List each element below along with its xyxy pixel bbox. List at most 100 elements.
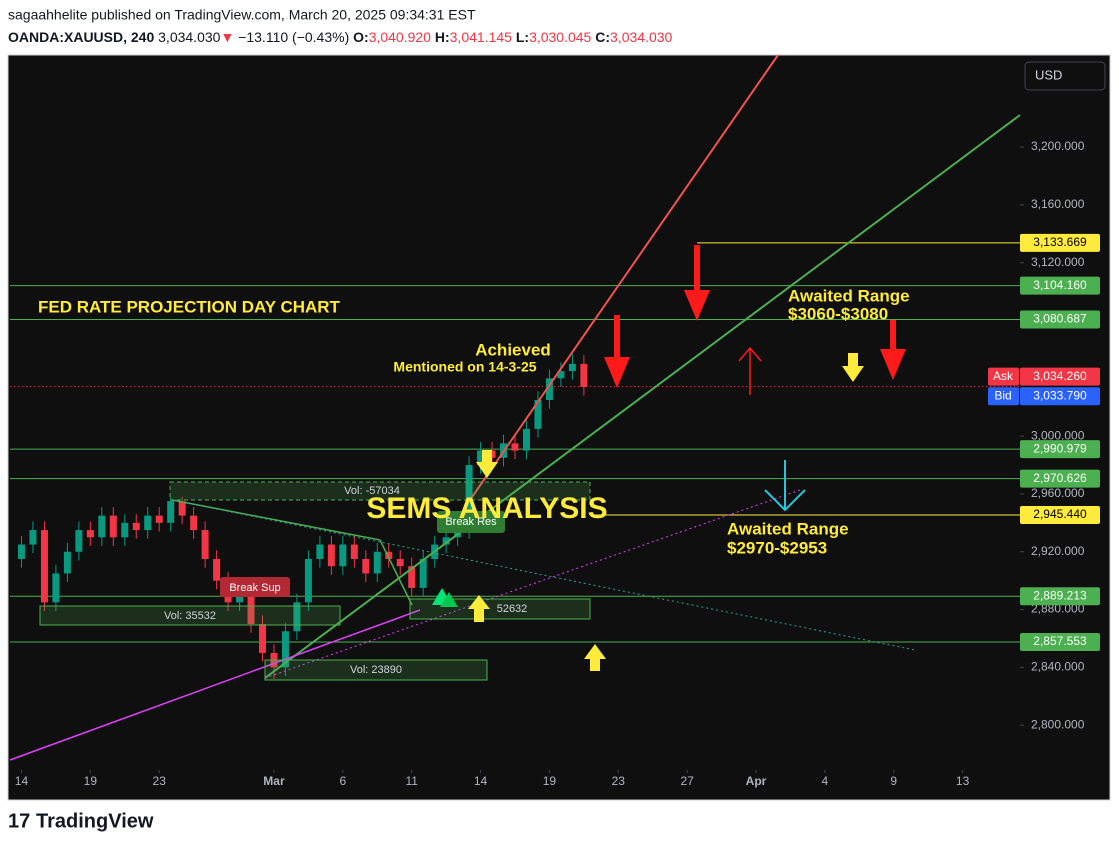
candle-body — [396, 558, 404, 567]
chart-frame — [7, 54, 1111, 801]
vol-label: 52632 — [497, 603, 528, 615]
price-label: 3,104.160 — [1033, 278, 1087, 292]
candle-body — [98, 515, 106, 538]
candle-body — [568, 363, 576, 372]
cyan-arrow-head — [764, 489, 806, 512]
annotation: $2970-$2953 — [727, 538, 827, 557]
price-label: 2,990.979 — [1033, 441, 1087, 455]
y-tick-label: 3,000.000 — [1031, 428, 1085, 442]
ohlc-label: O: — [353, 29, 369, 45]
price-label-box — [1020, 469, 1100, 488]
price-label: 3,133.669 — [1033, 235, 1087, 249]
candle-body — [465, 465, 473, 531]
x-tick-label: 9 — [890, 774, 897, 788]
bid-name: Bid — [994, 388, 1011, 402]
price-label-box — [1020, 505, 1100, 524]
candle-body — [17, 544, 25, 559]
annotation-title: FED RATE PROJECTION DAY CHART — [38, 297, 341, 316]
drawings: Vol: -57034 Vol: 35532 Vol: 23890 52632 … — [9, 54, 1021, 761]
price-label: 3,080.687 — [1033, 312, 1087, 326]
annotation-brand: SEMS ANALYSIS — [366, 492, 607, 525]
candle-body — [362, 558, 370, 574]
candle-body — [511, 443, 519, 451]
change-arrow: ▼ — [220, 29, 234, 45]
trend-line — [379, 539, 413, 606]
candle-body — [522, 428, 530, 451]
publisher-line: sagaahhelite published on TradingView.co… — [8, 7, 476, 23]
vol-label: Vol: 35532 — [164, 610, 216, 622]
x-tick-label: 13 — [956, 774, 970, 788]
vol-label: Vol: -57034 — [344, 485, 400, 497]
candle-body — [419, 558, 427, 588]
candle-body — [545, 378, 553, 400]
y-tick-label: 2,800.000 — [1031, 717, 1085, 731]
y-tick-label: 2,920.000 — [1031, 544, 1085, 558]
x-tick-label: Mar — [263, 774, 285, 788]
x-tick-label: 23 — [153, 774, 167, 788]
x-tick-label: 19 — [543, 774, 557, 788]
buy-signal — [440, 592, 458, 607]
red-arrows — [604, 245, 906, 388]
annotation: Mentioned on 14-3-25 — [393, 359, 536, 375]
candle-body — [155, 515, 163, 523]
candle-body — [373, 551, 381, 574]
currency-button[interactable] — [1024, 61, 1106, 91]
ohlc-label: C: — [595, 29, 610, 45]
vol-box — [39, 605, 341, 626]
x-tick-label: 27 — [680, 774, 694, 788]
candle-body — [132, 522, 140, 531]
annotation: Achieved — [475, 340, 551, 359]
trend-line — [264, 114, 1021, 679]
ohlc-value: 3,034.030 — [610, 29, 672, 45]
price-label: 2,857.553 — [1033, 634, 1087, 648]
header-line: OANDA:XAUUSD, 240 3,034.030▼ −13.110 (−0… — [8, 29, 673, 45]
candle-body — [121, 522, 129, 538]
candle-body — [213, 558, 221, 581]
x-tick-label: Apr — [746, 774, 767, 788]
break-sup-label: Break Sup — [229, 582, 280, 594]
last-price: 3,034.030 — [158, 29, 220, 45]
x-tick-label: 14 — [474, 774, 488, 788]
candle-body — [350, 544, 358, 559]
annotation: $3060-$3080 — [788, 304, 888, 323]
candle-body — [442, 537, 450, 545]
price-label-box — [1020, 440, 1100, 459]
plot — [10, 242, 1020, 679]
candle-body — [144, 515, 152, 531]
ohlc-value: 3,040.920 — [369, 29, 431, 45]
change: −13.110 (−0.43%) — [238, 29, 349, 45]
candle-body — [327, 544, 335, 567]
price-label-box — [1020, 587, 1100, 606]
candle-body — [408, 566, 416, 588]
candle-body — [40, 530, 48, 603]
ask-name: Ask — [993, 369, 1014, 383]
price-label-box — [1020, 310, 1100, 329]
symbol: OANDA:XAUUSD, 240 — [8, 29, 154, 45]
candle-body — [259, 624, 266, 653]
ask-name-box — [988, 367, 1019, 386]
price-label-box — [1020, 633, 1100, 652]
candle-body — [190, 515, 198, 531]
footer-logo: 17 — [8, 810, 30, 832]
trend-line — [9, 609, 421, 761]
ohlc-value: 3,041.145 — [450, 29, 512, 45]
candle-body — [63, 551, 71, 574]
price-label: 2,889.213 — [1033, 588, 1087, 602]
currency: USD — [1035, 67, 1062, 82]
candle-body — [109, 515, 117, 538]
y-tick-label: 3,160.000 — [1031, 197, 1085, 211]
yellow-arrows — [468, 353, 864, 671]
y-tick-label: 2,960.000 — [1031, 486, 1085, 500]
bid-label: 3,033.790 — [1033, 388, 1087, 402]
price-label-box — [1020, 233, 1100, 252]
x-tick-label: 4 — [822, 774, 829, 788]
candle-body — [304, 558, 312, 603]
candle-body — [557, 371, 565, 379]
price-label: 2,945.440 — [1033, 507, 1087, 521]
bid-name-box — [988, 387, 1019, 406]
candle-body — [201, 530, 209, 559]
candle-body — [580, 363, 588, 387]
candle-body — [339, 544, 347, 567]
